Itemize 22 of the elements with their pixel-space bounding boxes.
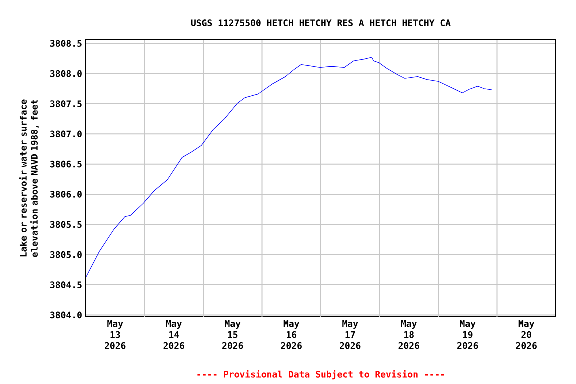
x-tick-label: May 13 2026 — [105, 320, 126, 350]
y-tick-label: 3805.5 — [50, 221, 82, 228]
y-tick-label: 3804.5 — [50, 282, 82, 288]
x-tick-label: May 14 2026 — [164, 320, 184, 350]
text: ---- Provisional Data Subject to Revision ---- — [198, 370, 444, 380]
x-tick-label: May 15 2026 — [222, 320, 244, 350]
y-tick-label: 3808.0 — [50, 70, 82, 78]
y-axis-title: Lake or reservoir water surface elevation above NAVD 1988, feet — [20, 100, 40, 258]
y-tick-label: 3806.0 — [50, 191, 82, 198]
x-tick-label: May 16 2026 — [281, 320, 302, 350]
x-tick-label: May 20 2026 — [516, 320, 537, 350]
y-tick-label: 3806.5 — [50, 160, 82, 168]
x-tick-label: May 19 2026 — [458, 320, 478, 350]
x-tick-label: May 18 2026 — [398, 320, 420, 350]
line-series — [86, 57, 492, 278]
y-tick-label: 3807.0 — [50, 130, 82, 138]
x-tick-label: May 17 2026 — [340, 320, 361, 350]
chart-title: USGS 11275500 HETCH HETCHY RES A HETCH HETCHY CA — [191, 20, 451, 26]
y-tick-label: 3804.0 — [50, 312, 82, 319]
y-tick-label: 3805.0 — [50, 251, 82, 258]
y-tick-label: 3808.5 — [50, 40, 82, 48]
y-tick-label: 3807.5 — [50, 100, 82, 108]
